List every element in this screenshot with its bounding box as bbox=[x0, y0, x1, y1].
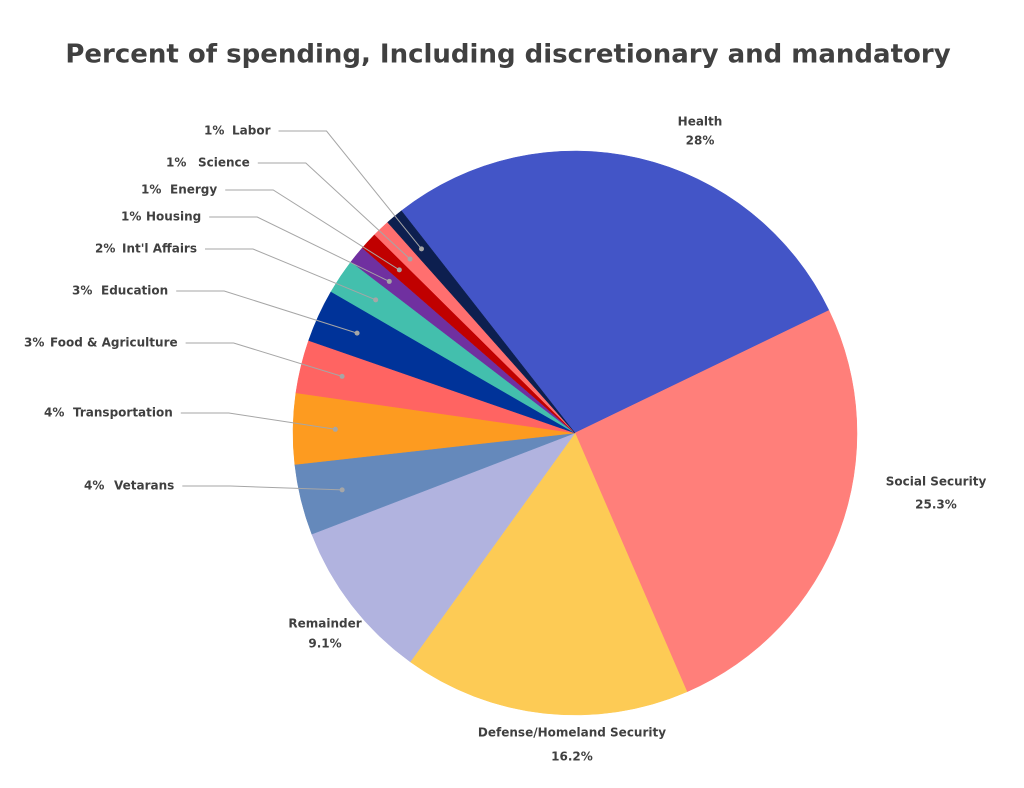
pie-slice bbox=[311, 432, 576, 663]
leader-line bbox=[257, 162, 411, 260]
leader-line bbox=[182, 485, 343, 491]
leader-line bbox=[205, 248, 376, 301]
leader-line bbox=[225, 189, 400, 271]
leader-dot bbox=[332, 426, 338, 432]
leader-line bbox=[180, 412, 336, 430]
slice-label: Health bbox=[678, 115, 723, 129]
value-label: 9.1% bbox=[308, 637, 341, 651]
value-label: 4% bbox=[84, 479, 104, 493]
slice-label: Labor bbox=[232, 124, 271, 138]
slice-label: Housing bbox=[146, 210, 201, 224]
value-label: 1% bbox=[121, 210, 141, 224]
leader-line bbox=[278, 130, 422, 250]
chart-title: Percent of spending, Including discretio… bbox=[65, 40, 950, 70]
value-label: 4% bbox=[44, 406, 64, 420]
leader-line bbox=[176, 290, 358, 334]
leader-dot bbox=[407, 256, 413, 262]
value-label: 25.3% bbox=[915, 498, 957, 512]
leader-line bbox=[185, 342, 343, 377]
leader-dot bbox=[386, 278, 392, 284]
leader-line bbox=[209, 216, 390, 282]
pie-slice bbox=[574, 310, 858, 693]
value-label: 1% bbox=[204, 124, 224, 138]
slice-label: Int'l Affairs bbox=[122, 242, 197, 256]
pie-slice bbox=[401, 150, 830, 434]
slice-label: Energy bbox=[170, 183, 217, 197]
value-label: 2% bbox=[95, 242, 115, 256]
pie-slice bbox=[409, 432, 688, 716]
pie-slice bbox=[387, 210, 576, 434]
value-label: 28% bbox=[686, 134, 715, 148]
leader-dot bbox=[339, 373, 345, 379]
slice-label: Science bbox=[198, 156, 250, 170]
value-label: 3% bbox=[24, 336, 44, 350]
leader-dot bbox=[339, 487, 345, 493]
value-label: 16.2% bbox=[551, 750, 593, 764]
slice-label: Transportation bbox=[73, 406, 173, 420]
value-label: 1% bbox=[141, 183, 161, 197]
value-label: 3% bbox=[72, 284, 92, 298]
leader-dot bbox=[418, 246, 424, 252]
leader-dot bbox=[354, 330, 360, 336]
slice-label: Social Security bbox=[886, 475, 987, 489]
slice-label: Vetarans bbox=[114, 479, 174, 493]
slice-label: Defense/Homeland Security bbox=[478, 726, 666, 740]
slice-label: Education bbox=[101, 284, 168, 298]
leader-dot bbox=[373, 297, 379, 303]
slice-label: Remainder bbox=[288, 617, 361, 631]
leader-dot bbox=[396, 267, 402, 273]
value-label: 1% bbox=[166, 156, 186, 170]
slice-label: Food & Agriculture bbox=[50, 336, 178, 350]
